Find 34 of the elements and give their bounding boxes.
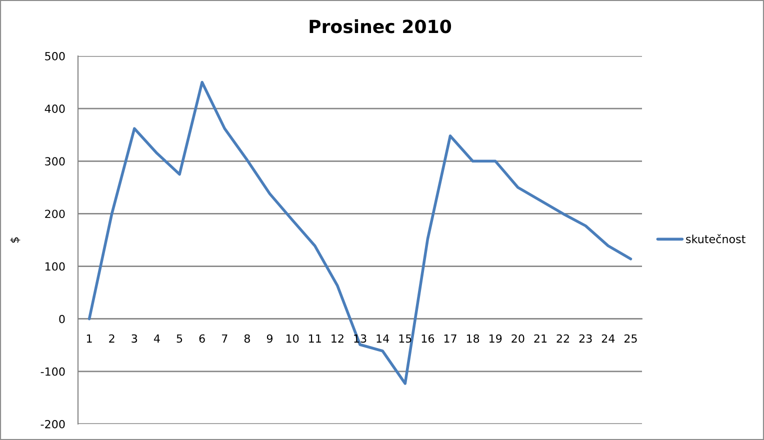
x-tick-label: 22 [556,334,569,343]
x-tick-label: 1 [86,334,92,343]
x-tick-label: 10 [286,334,299,343]
x-tick-label: 18 [466,334,480,343]
y-tick-label: -200 [40,420,65,428]
x-tick-label: 17 [444,334,456,343]
y-axis-title: $ [10,237,20,243]
x-tick-label: 14 [376,334,390,343]
y-tick-label: -100 [40,367,65,376]
x-tick-label: 9 [266,334,273,343]
x-tick-label: 25 [624,334,637,343]
x-tick-label: 24 [602,334,615,343]
y-tick-label: 300 [45,157,65,166]
x-tick-label: 20 [512,334,524,343]
y-tick-label: 400 [44,104,65,113]
y-tick-label: 200 [45,210,65,218]
x-tick-label: 2 [109,334,114,343]
x-tick-label: 4 [154,334,160,343]
x-tick-label: 3 [132,334,138,343]
x-tick-label: 6 [199,334,205,343]
chart-title: Prosinec 2010 [310,19,452,34]
x-tick-label: 16 [422,334,434,343]
y-tick-label: 0 [59,314,65,324]
x-tick-label: 19 [490,334,502,343]
x-tick-label: 23 [579,334,592,343]
x-tick-label: 7 [222,334,228,343]
y-tick-label: 500 [45,52,65,60]
x-tick-label: 8 [244,334,250,343]
x-tick-label: 12 [332,334,344,343]
y-tick-label: 100 [46,262,65,271]
x-tick-label: 21 [534,334,547,343]
legend-label: skutečnost [686,234,746,244]
x-tick-label: 5 [176,334,182,343]
x-tick-label: 11 [309,334,321,343]
